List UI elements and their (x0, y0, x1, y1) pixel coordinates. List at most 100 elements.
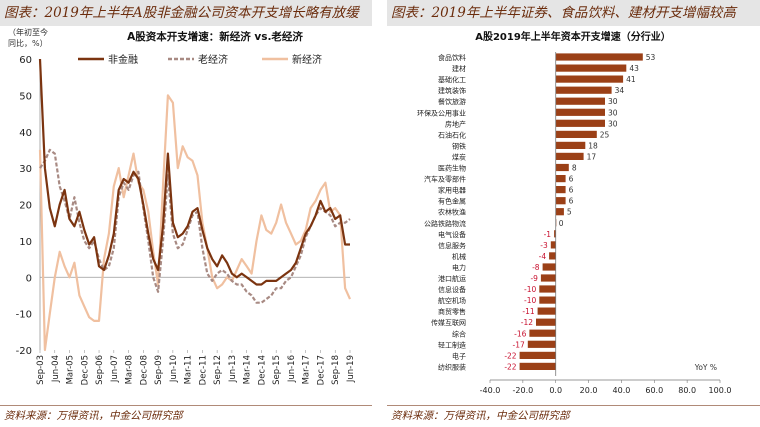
x-tick-label: Dec-11 (198, 355, 208, 385)
data-label: 34 (615, 86, 625, 95)
category-label: 有色金属 (438, 197, 466, 206)
category-label: 建筑装饰 (438, 86, 466, 95)
data-label: -10 (524, 296, 536, 305)
data-label: -8 (532, 263, 540, 272)
category-label: 煤炭 (452, 152, 466, 161)
data-label: -1 (544, 230, 552, 239)
data-label: 6 (569, 197, 574, 206)
right-panel-title: 图表：2019年上半年证券、食品饮料、建材开支增幅较高 (387, 0, 760, 26)
category-label: 传媒互联网 (431, 318, 466, 327)
bar (539, 285, 556, 293)
bar-chart: A股2019年上半年资本开支增速（分行业） 食品饮料 53 建材 43 基础化工 41 建筑装… (417, 30, 732, 395)
x-tick-label: Dec-14 (257, 355, 267, 385)
y-tick-label: 30 (19, 164, 32, 175)
data-label: 30 (608, 97, 618, 106)
data-label: 18 (588, 141, 598, 150)
category-label: 家用电器 (438, 186, 466, 195)
category-label: 电子 (452, 351, 466, 360)
y-tick-label: -20 (16, 346, 32, 357)
data-label: 0 (559, 219, 564, 228)
x-tick-label: Sep-09 (154, 355, 164, 385)
x-tick-label: -40.0 (480, 386, 501, 395)
bar (539, 296, 556, 304)
category-label: 机械 (452, 252, 466, 261)
data-label: 53 (646, 53, 656, 62)
bar (555, 163, 569, 172)
x-tick-label: Jun-04 (51, 355, 61, 383)
data-label: 43 (629, 64, 639, 73)
x-tick-label: 20.0 (580, 386, 598, 395)
category-label: 基础化工 (438, 75, 466, 84)
y-tick-label: 60 (19, 55, 32, 66)
series-line-2 (38, 94, 352, 352)
x-tick-label: Sep-15 (272, 355, 282, 385)
right-source-note: 资料来源：万得资讯，中金公司研究部 (391, 410, 570, 422)
series-line-1 (39, 148, 351, 304)
x-tick-label: Sep-03 (36, 355, 46, 385)
bar (555, 130, 597, 138)
bar (550, 241, 556, 249)
data-label: -9 (530, 274, 538, 283)
bar (555, 119, 605, 127)
legend-label-1: 老经济 (198, 53, 228, 66)
x-tick-label: Sep-18 (331, 355, 341, 385)
category-label: 航空机场 (438, 296, 466, 305)
y-tick-label: 40 (19, 128, 32, 139)
bar (554, 230, 556, 238)
category-label: 农林牧渔 (438, 208, 466, 217)
category-label: 石油石化 (438, 130, 466, 139)
bar (555, 141, 586, 149)
category-label: 信息服务 (438, 241, 466, 250)
data-label: 30 (608, 119, 618, 128)
data-label: -4 (539, 252, 547, 261)
x-tick-label: Sep-06 (95, 355, 105, 385)
series-line-0 (38, 58, 350, 286)
category-label: 餐饮旅游 (438, 97, 466, 106)
category-label: 电力 (452, 263, 466, 272)
y-tick-label: 50 (19, 91, 32, 102)
x-tick-label: Dec-05 (80, 355, 90, 385)
category-label: 钢铁 (452, 141, 466, 150)
data-label: -16 (514, 329, 526, 338)
bar (542, 263, 556, 271)
bar (537, 307, 556, 315)
x-tick-label: Jun-07 (110, 355, 120, 383)
bar (527, 340, 556, 348)
x-tick-label: 60.0 (645, 386, 663, 395)
bar (555, 53, 643, 61)
data-label: 30 (608, 108, 618, 117)
data-label: 6 (569, 175, 574, 184)
y-tick-label: -10 (16, 310, 32, 321)
left-divider (0, 405, 372, 406)
category-label: 公路铁路物流 (424, 219, 466, 228)
x-tick-label: 40.0 (613, 386, 631, 395)
x-tick-label: Jun-16 (287, 355, 297, 383)
bar (555, 75, 624, 83)
bar (555, 97, 605, 105)
category-label: 食品饮料 (438, 53, 466, 62)
x-tick-label: Jun-19 (346, 355, 356, 383)
category-label: 医药生物 (438, 164, 466, 173)
data-label: 6 (569, 186, 574, 195)
left-panel-title: 图表：2019年上半年A股非金融公司资本开支增长略有放缓 (0, 0, 372, 26)
x-tick-label: 100.0 (709, 386, 732, 395)
legend-label-2: 新经济 (292, 53, 322, 66)
bar-chart-title: A股2019年上半年资本开支增速（分行业） (475, 30, 671, 43)
x-tick-label: Mar-08 (125, 355, 135, 384)
data-label: 25 (600, 130, 610, 139)
legend-label-0: 非金融 (108, 53, 138, 66)
x-tick-label: Jun-13 (228, 355, 238, 383)
bar (555, 86, 612, 94)
category-label: 综合 (452, 329, 466, 338)
x-tick-label: Sep-12 (213, 355, 223, 385)
bar (555, 186, 566, 194)
bar (519, 351, 556, 359)
bar (555, 64, 627, 72)
bar (536, 318, 556, 326)
category-label: 港口航运 (438, 274, 466, 283)
x-tick-label: Jun-10 (169, 355, 179, 383)
category-label: 轻工制造 (438, 340, 466, 349)
data-label: -22 (504, 362, 516, 371)
data-label: -3 (540, 241, 548, 250)
bar (555, 108, 605, 116)
